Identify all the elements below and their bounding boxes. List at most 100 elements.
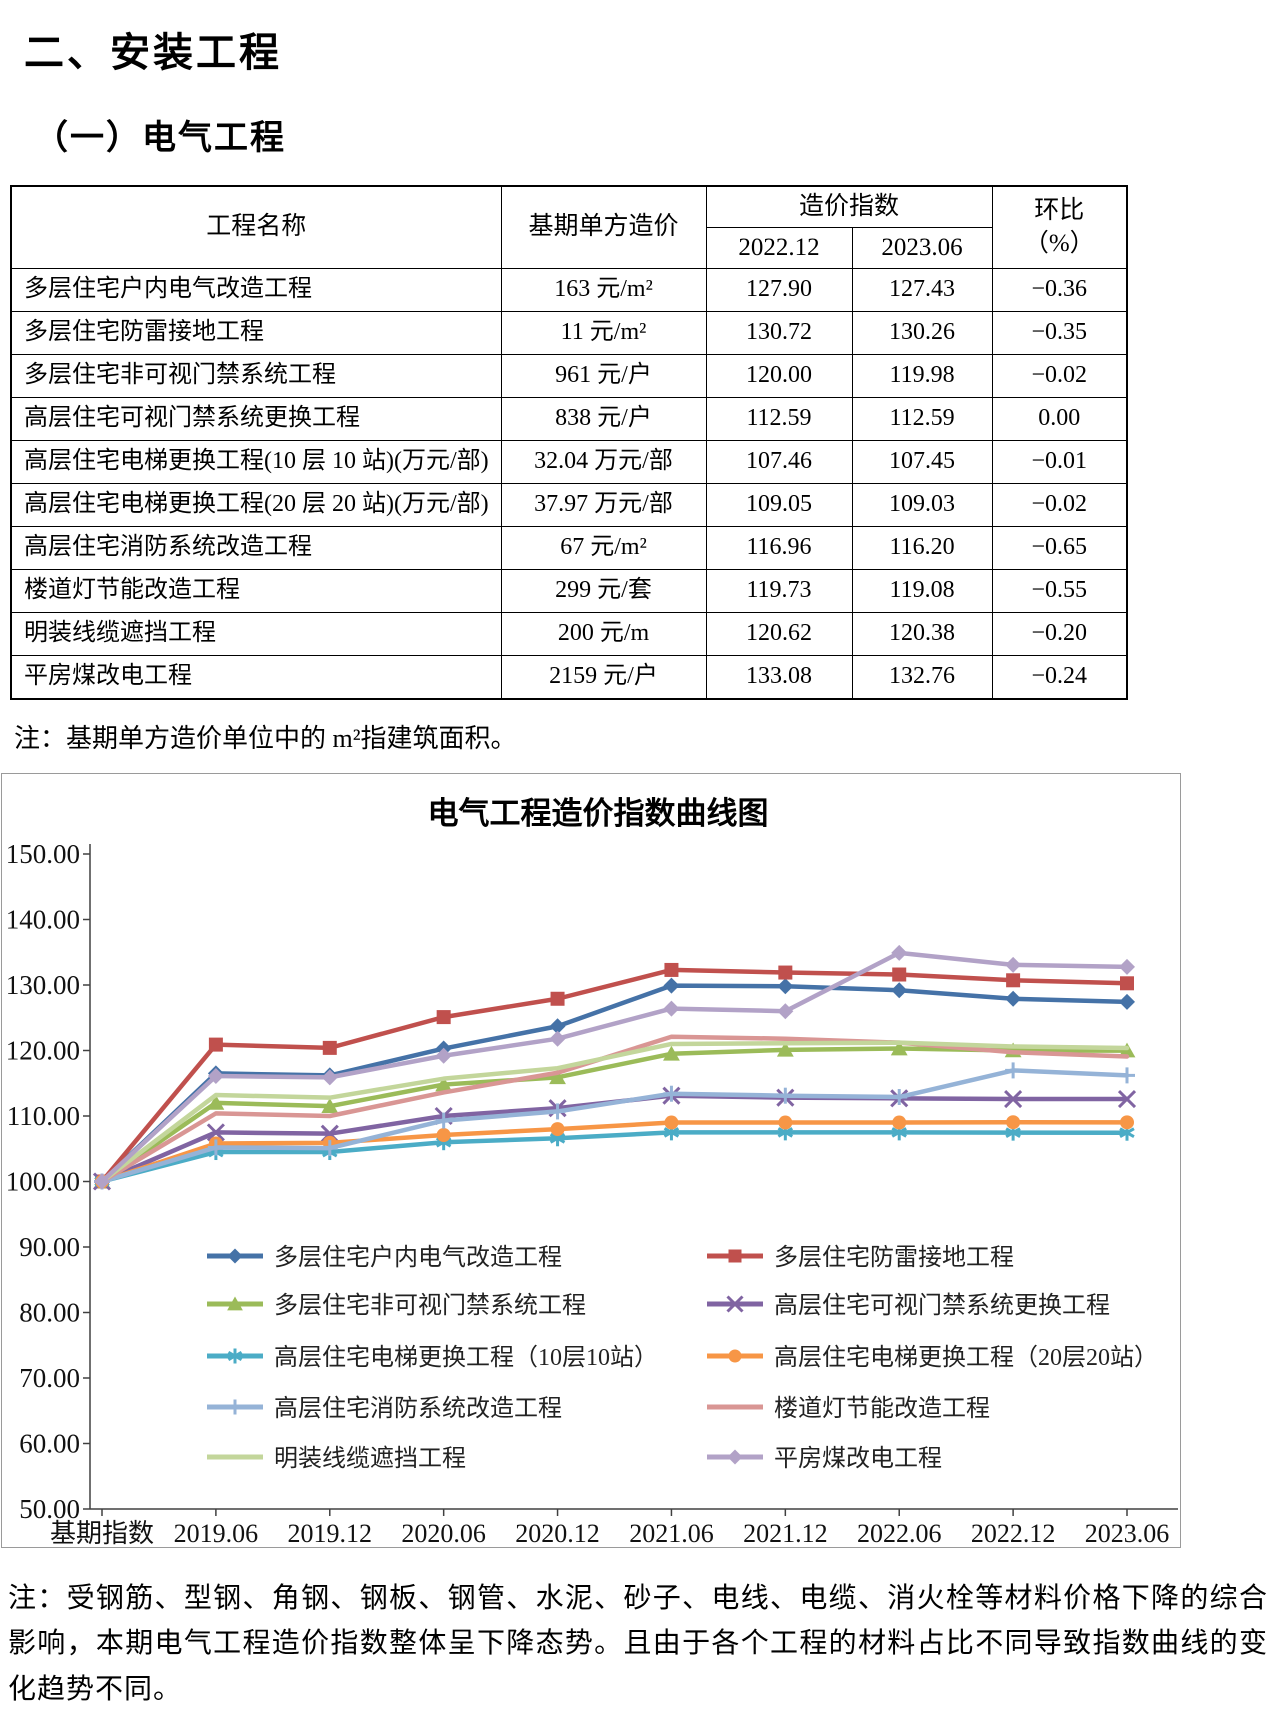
triangle-marker [776, 1041, 794, 1057]
diamond-marker [227, 1248, 243, 1264]
cell-index-2022-12: 133.08 [705, 655, 853, 700]
asterisk-marker [891, 1127, 907, 1138]
cell-base-cost: 32.04 万元/部 [500, 440, 707, 484]
square-marker [892, 967, 907, 982]
cell-mom-percent: −0.02 [991, 354, 1128, 398]
square-marker [1120, 976, 1134, 991]
square-marker [436, 1010, 451, 1025]
cell-base-cost: 163 元/m² [500, 268, 707, 312]
x-axis-label: 2019.12 [288, 1519, 373, 1547]
cell-mom-percent: −0.20 [991, 612, 1128, 656]
y-axis-label: 130.00 [6, 970, 80, 1000]
diamond-marker [777, 978, 794, 995]
series-楼道灯节能改造工程 [99, 1034, 1130, 1184]
x-axis-label: 2020.12 [515, 1519, 600, 1547]
square-marker [1006, 973, 1021, 988]
cell-index-2022-12: 112.59 [705, 397, 853, 441]
legend-label: 楼道灯节能改造工程 [774, 1395, 990, 1422]
x-marker [206, 1123, 225, 1142]
diamond-marker [663, 1000, 680, 1017]
y-axis-label: 140.00 [6, 905, 80, 935]
cost-index-chart-frame: 电气工程造价指数曲线图 150.00 140.00 130.00 120.00 110.0… [1, 773, 1181, 1548]
triangle-marker [321, 1098, 339, 1113]
cell-index-2022-12: 107.46 [705, 440, 853, 484]
triangle-marker [207, 1094, 225, 1110]
legend-label: 高层住宅消防系统改造工程 [274, 1395, 562, 1422]
cell-mom-percent: −0.02 [991, 483, 1128, 527]
cell-mom-percent: 0.00 [991, 397, 1128, 441]
series-明装线缆遮挡工程 [99, 1040, 1130, 1184]
legend-label: 平房煤改电工程 [774, 1445, 942, 1472]
series-多层住宅户内电气改造工程 [94, 977, 1135, 1190]
cell-mom-percent: −0.24 [991, 655, 1128, 700]
cell-name: 平房煤改电工程 [10, 655, 502, 700]
cell-base-cost: 2159 元/户 [500, 655, 707, 700]
square-marker [208, 1037, 223, 1052]
cell-name: 多层住宅非可视门禁系统工程 [10, 354, 502, 398]
circle-marker [1006, 1115, 1021, 1130]
square-marker [322, 1040, 337, 1055]
legend-item: 高层住宅电梯更换工程（10层10站） [207, 1344, 658, 1371]
cell-index-2023-06: 130.26 [851, 311, 993, 355]
analysis-note: 注：受钢筋、型钢、角钢、钢板、钢管、水泥、砂子、电线、电缆、消火栓等材料价格下降… [8, 1583, 1268, 1705]
cell-index-2023-06: 132.76 [851, 655, 993, 700]
table-row: 高层住宅消防系统改造工程 67 元/m² 116.96 116.20 −0.65 [10, 526, 1128, 570]
y-axis-label: 50.00 [19, 1494, 80, 1524]
diamond-marker [549, 1018, 566, 1035]
table-footnote: 注：基期单方造价单位中的 m²指建筑面积。 [14, 724, 517, 753]
square-marker [778, 965, 793, 980]
cell-index-2022-12: 120.62 [705, 612, 853, 656]
cell-index-2023-06: 119.08 [851, 569, 993, 613]
y-axis-label: 100.00 [6, 1167, 80, 1197]
series-高层住宅消防系统改造工程 [94, 1062, 1135, 1190]
header-mom-line2: （%） [1023, 229, 1095, 257]
y-axis-label: 60.00 [19, 1429, 80, 1459]
cell-index-2023-06: 120.38 [851, 612, 993, 656]
diamond-marker [891, 982, 908, 999]
cell-index-2022-12: 119.73 [705, 569, 853, 613]
triangle-marker [663, 1045, 680, 1061]
cell-name: 明装线缆遮挡工程 [10, 612, 502, 656]
diamond-marker [1005, 956, 1022, 973]
legend-item: 楼道灯节能改造工程 [707, 1395, 990, 1422]
x-axis-label: 2021.12 [743, 1519, 828, 1547]
x-axis-label: 基期指数 [50, 1519, 154, 1547]
cell-name: 高层住宅电梯更换工程(20 层 20 站)(万元/部) [10, 483, 502, 527]
y-axis-label: 90.00 [19, 1232, 80, 1262]
cell-name: 多层住宅防雷接地工程 [10, 311, 502, 355]
header-period-2023-06: 2023.06 [851, 227, 993, 269]
legend-label: 高层住宅电梯更换工程（10层10站） [274, 1344, 658, 1371]
diamond-marker [94, 1173, 110, 1190]
circle-marker [728, 1349, 742, 1363]
cell-base-cost: 299 元/套 [500, 569, 707, 613]
cell-base-cost: 200 元/m [500, 612, 707, 656]
x-axis-label: 2023.06 [1085, 1519, 1170, 1547]
legend-item: 多层住宅户内电气改造工程 [207, 1244, 562, 1271]
cell-mom-percent: −0.55 [991, 569, 1128, 613]
diamond-marker [1119, 958, 1135, 975]
asterisk-marker [777, 1127, 794, 1138]
legend-label: 多层住宅防雷接地工程 [774, 1244, 1014, 1271]
cell-base-cost: 67 元/m² [500, 526, 707, 570]
table-header: 工程名称 基期单方造价 造价指数 环比 （%） 2022.12 2023.06 [10, 185, 1128, 269]
legend-item: 明装线缆遮挡工程 [207, 1445, 466, 1472]
cell-name: 楼道灯节能改造工程 [10, 569, 502, 613]
legend-label: 多层住宅非可视门禁系统工程 [274, 1292, 586, 1319]
x-marker [1117, 1089, 1137, 1109]
legend-label: 明装线缆遮挡工程 [274, 1445, 466, 1472]
table-row: 高层住宅电梯更换工程(20 层 20 站)(万元/部) 37.97 万元/部 109… [10, 483, 1128, 527]
table-row: 明装线缆遮挡工程 200 元/m 120.62 120.38 −0.20 [10, 612, 1128, 656]
cell-index-2023-06: 127.43 [851, 268, 993, 312]
subsection-title: （一）电气工程 [34, 119, 286, 157]
cell-name: 高层住宅可视门禁系统更换工程 [10, 397, 502, 441]
series-line [99, 1034, 1130, 1184]
triangle-marker [227, 1296, 243, 1311]
square-marker [728, 1249, 742, 1263]
cost-index-line-chart: 电气工程造价指数曲线图 150.00 140.00 130.00 120.00 110.0… [6, 796, 1178, 1547]
legend-label: 高层住宅电梯更换工程（20层20站） [774, 1344, 1158, 1371]
table-row: 多层住宅非可视门禁系统工程 961 元/户 120.00 119.98 −0.02 [10, 354, 1128, 398]
legend-item: 多层住宅非可视门禁系统工程 [207, 1292, 586, 1319]
cell-base-cost: 961 元/户 [500, 354, 707, 398]
cell-base-cost: 11 元/m² [500, 311, 707, 355]
x-marker [726, 1295, 744, 1313]
